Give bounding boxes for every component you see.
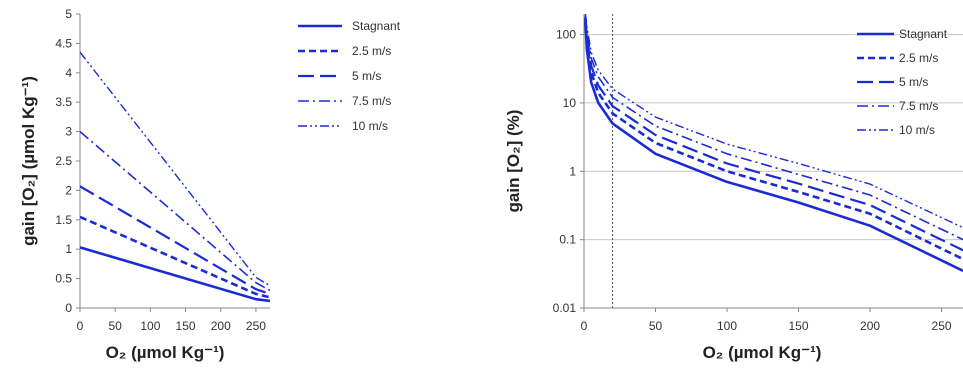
legend-label: 10 m/s [899, 123, 935, 137]
y-tick-label: 1.5 [55, 213, 72, 227]
series-line-7-5-m-s [584, 15, 963, 241]
x-tick-label: 250 [246, 319, 266, 333]
y-tick-label: 4.5 [55, 36, 72, 50]
legend-label: Stagnant [899, 27, 948, 41]
y-tick-label: 3 [65, 125, 72, 139]
x-tick-label: 200 [860, 319, 880, 333]
x-tick-label: 200 [211, 319, 231, 333]
x-tick-label: 150 [176, 319, 196, 333]
series-line-stagnant [80, 246, 270, 303]
y-tick-label: 5 [65, 7, 72, 21]
legend-label: 5 m/s [352, 69, 381, 83]
y-tick-label: 4 [65, 66, 72, 80]
x-tick-label: 0 [77, 319, 84, 333]
legend-label: 5 m/s [899, 75, 928, 89]
legend-label: 7.5 m/s [899, 99, 938, 113]
series-line-5-m-s [584, 17, 963, 252]
y-tick-label: 3.5 [55, 95, 72, 109]
legend-label: 10 m/s [352, 119, 388, 133]
x-tick-label: 50 [649, 319, 663, 333]
x-tick-label: 150 [789, 319, 809, 333]
series-line-2-5-m-s [584, 18, 963, 261]
series-line-10-m-s [584, 13, 963, 229]
y-tick-label: 100 [556, 28, 576, 42]
x-axis-title: O₂ (µmol Kg⁻¹) [106, 343, 225, 362]
x-tick-label: 250 [932, 319, 952, 333]
y-axis-title: gain [O₂] (%) [504, 110, 523, 213]
legend-label: Stagnant [352, 19, 401, 33]
y-tick-label: 2 [65, 183, 72, 197]
y-axis-title: gain [O₂] (µmol Kg⁻¹) [19, 76, 38, 246]
legend-label: 7.5 m/s [352, 94, 391, 108]
y-tick-label: 0.5 [55, 272, 72, 286]
chart-2: 0.01 0.1 1 10 100 0 50 100 150 200 250 O₂ (µmol Kg⁻… [504, 13, 963, 362]
x-axis-title: O₂ (µmol Kg⁻¹) [703, 343, 822, 362]
series-line-10-m-s [80, 51, 270, 287]
y-tick-label: 0 [65, 301, 72, 315]
y-tick-label: 0.01 [553, 301, 577, 315]
legend-label: 2.5 m/s [899, 51, 938, 65]
y-tick-label: 1 [65, 242, 72, 256]
x-tick-label: 100 [717, 319, 737, 333]
series-line-2-5-m-s [80, 215, 270, 299]
x-tick-label: 0 [581, 319, 588, 333]
legend-label: 2.5 m/s [352, 44, 391, 58]
x-tick-label: 100 [140, 319, 160, 333]
y-tick-label: 10 [563, 96, 577, 110]
y-tick-label: 0.1 [559, 233, 576, 247]
y-tick-label: 2.5 [55, 154, 72, 168]
series-line-5-m-s [80, 185, 270, 295]
x-tick-label: 50 [109, 319, 123, 333]
y-tick-label: 1 [569, 164, 576, 178]
series-line-7-5-m-s [80, 130, 270, 292]
